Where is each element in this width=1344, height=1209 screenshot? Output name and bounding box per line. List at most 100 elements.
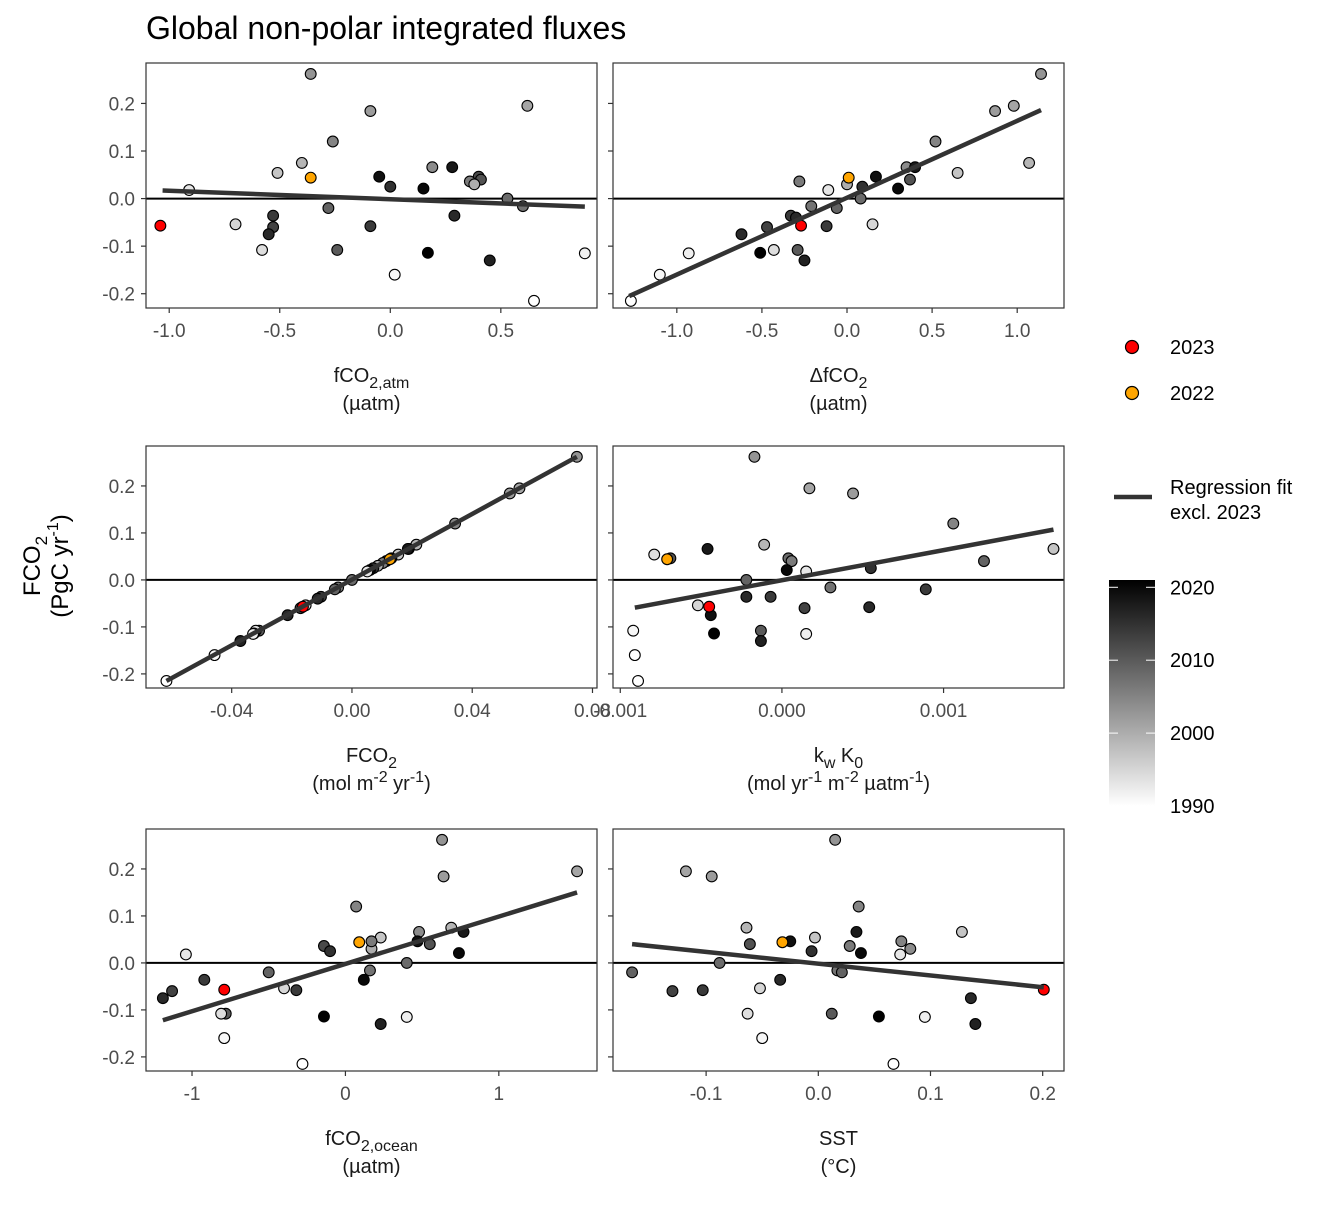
y-tick-label: -0.1 [102,1001,135,1022]
data-point [825,1007,838,1020]
data-point [743,938,756,951]
x-tick-label: -0.04 [210,701,254,722]
data-point [374,1018,387,1030]
x-axis-unit-part: µatm [859,773,909,795]
x-tick-label: 1 [494,1084,505,1105]
legend-label-regression-2: excl. 2023 [1170,502,1261,524]
data-point [324,945,337,958]
svg-text:FCO2: FCO2 [19,536,51,596]
data-point [331,244,344,256]
data-point [267,209,280,222]
x-tick-label: 0.0 [834,321,860,342]
data-point [262,966,275,979]
data-point-2022 [776,936,789,949]
data-point [887,1058,900,1070]
data-point [528,294,540,307]
y-tick-label: -0.1 [102,237,135,258]
data-point [215,1007,228,1020]
x-axis-label-part: k [814,745,825,767]
data-point [785,555,798,568]
data-point [863,601,876,614]
data-point [754,624,767,637]
data-point [969,1018,982,1030]
y-tick-label: -0.2 [102,665,135,686]
data-point [436,833,449,846]
data-point [421,246,434,259]
x-tick-label: 0 [340,1084,351,1105]
y-tick-label: -0.2 [102,285,135,306]
data-point [824,581,837,594]
data-point-2022 [842,171,855,184]
data-point [822,184,835,196]
colorbar-tick-label: 2010 [1170,650,1215,672]
x-axis-label: fCO2,atm [334,365,410,392]
data-point [271,166,284,179]
data-point [735,228,748,241]
x-tick-label: 0.08 [574,701,611,722]
data-point [364,964,376,977]
data-point [198,973,211,986]
x-axis-unit-part: -2 [373,769,387,786]
panel-5: -1 0 1 -0.2 -0.1 0.0 0.1 0.2 fCO2,ocean(µatm) [102,828,598,1178]
panel-6: -0.1 0.0 0.1 0.2 SST (°C) [608,828,1065,1178]
data-point [627,624,640,637]
data-point [437,870,450,883]
x-axis-unit-part: ) [424,773,431,795]
x-axis-unit-part: ) [923,773,930,795]
regression-line [628,108,1042,299]
data-point [648,548,661,561]
data-point [740,921,753,934]
data-point [384,180,397,193]
legend-label-2023: 2023 [1170,337,1215,359]
data-point [317,1010,330,1023]
x-axis-label: ΔfCO2 [810,365,868,392]
y-tick-label: 0.0 [109,954,135,975]
panel-background [613,446,1064,688]
data-point [682,247,695,260]
y-axis-main-label: FCO2 (PgC yr-1) [19,514,74,618]
data-point [850,925,863,938]
data-point [322,202,335,215]
data-point [869,170,882,183]
data-point [754,982,766,995]
x-axis-unit-part: (mol yr [747,773,808,795]
y-tick-label: -0.1 [102,618,135,639]
data-point [388,268,401,281]
data-point [748,450,761,463]
y-tick-label: 0.2 [109,477,135,498]
x-axis-unit-part: (mol m [312,773,373,795]
colorbar-tick-label: 1990 [1170,796,1215,818]
data-point [304,67,317,80]
data-point [741,1007,754,1020]
data-point [754,635,767,647]
x-tick-label: 0.0 [805,1084,831,1105]
y-tick-label: 0.0 [109,190,135,211]
x-tick-label: 0.5 [488,321,514,342]
x-tick-label: 0.04 [454,701,491,722]
data-point [400,956,413,969]
x-axis-label-part: FCO [346,745,388,767]
x-axis-label-part: 2 [859,375,868,392]
data-point [290,984,303,997]
data-point [800,628,813,640]
data-point [679,865,692,878]
data-point [295,156,308,169]
data-point [628,649,641,662]
x-axis-label-part: fCO [325,1128,361,1150]
y-tick-label: 0.0 [109,571,135,592]
x-tick-label: 0.2 [1029,1084,1055,1105]
data-point [426,161,439,174]
data-point [364,220,377,233]
data-point [468,178,481,191]
x-axis-label-part: K [835,745,855,767]
x-axis-unit-part: -1 [909,769,923,786]
legend-label-2022: 2022 [1170,383,1215,405]
data-point [696,984,709,997]
data-point-2022 [304,171,317,184]
data-point [803,482,816,495]
data-point [296,1058,309,1070]
data-point [892,182,905,195]
data-point [872,1010,885,1023]
x-axis-label-part: fCO [334,365,370,387]
